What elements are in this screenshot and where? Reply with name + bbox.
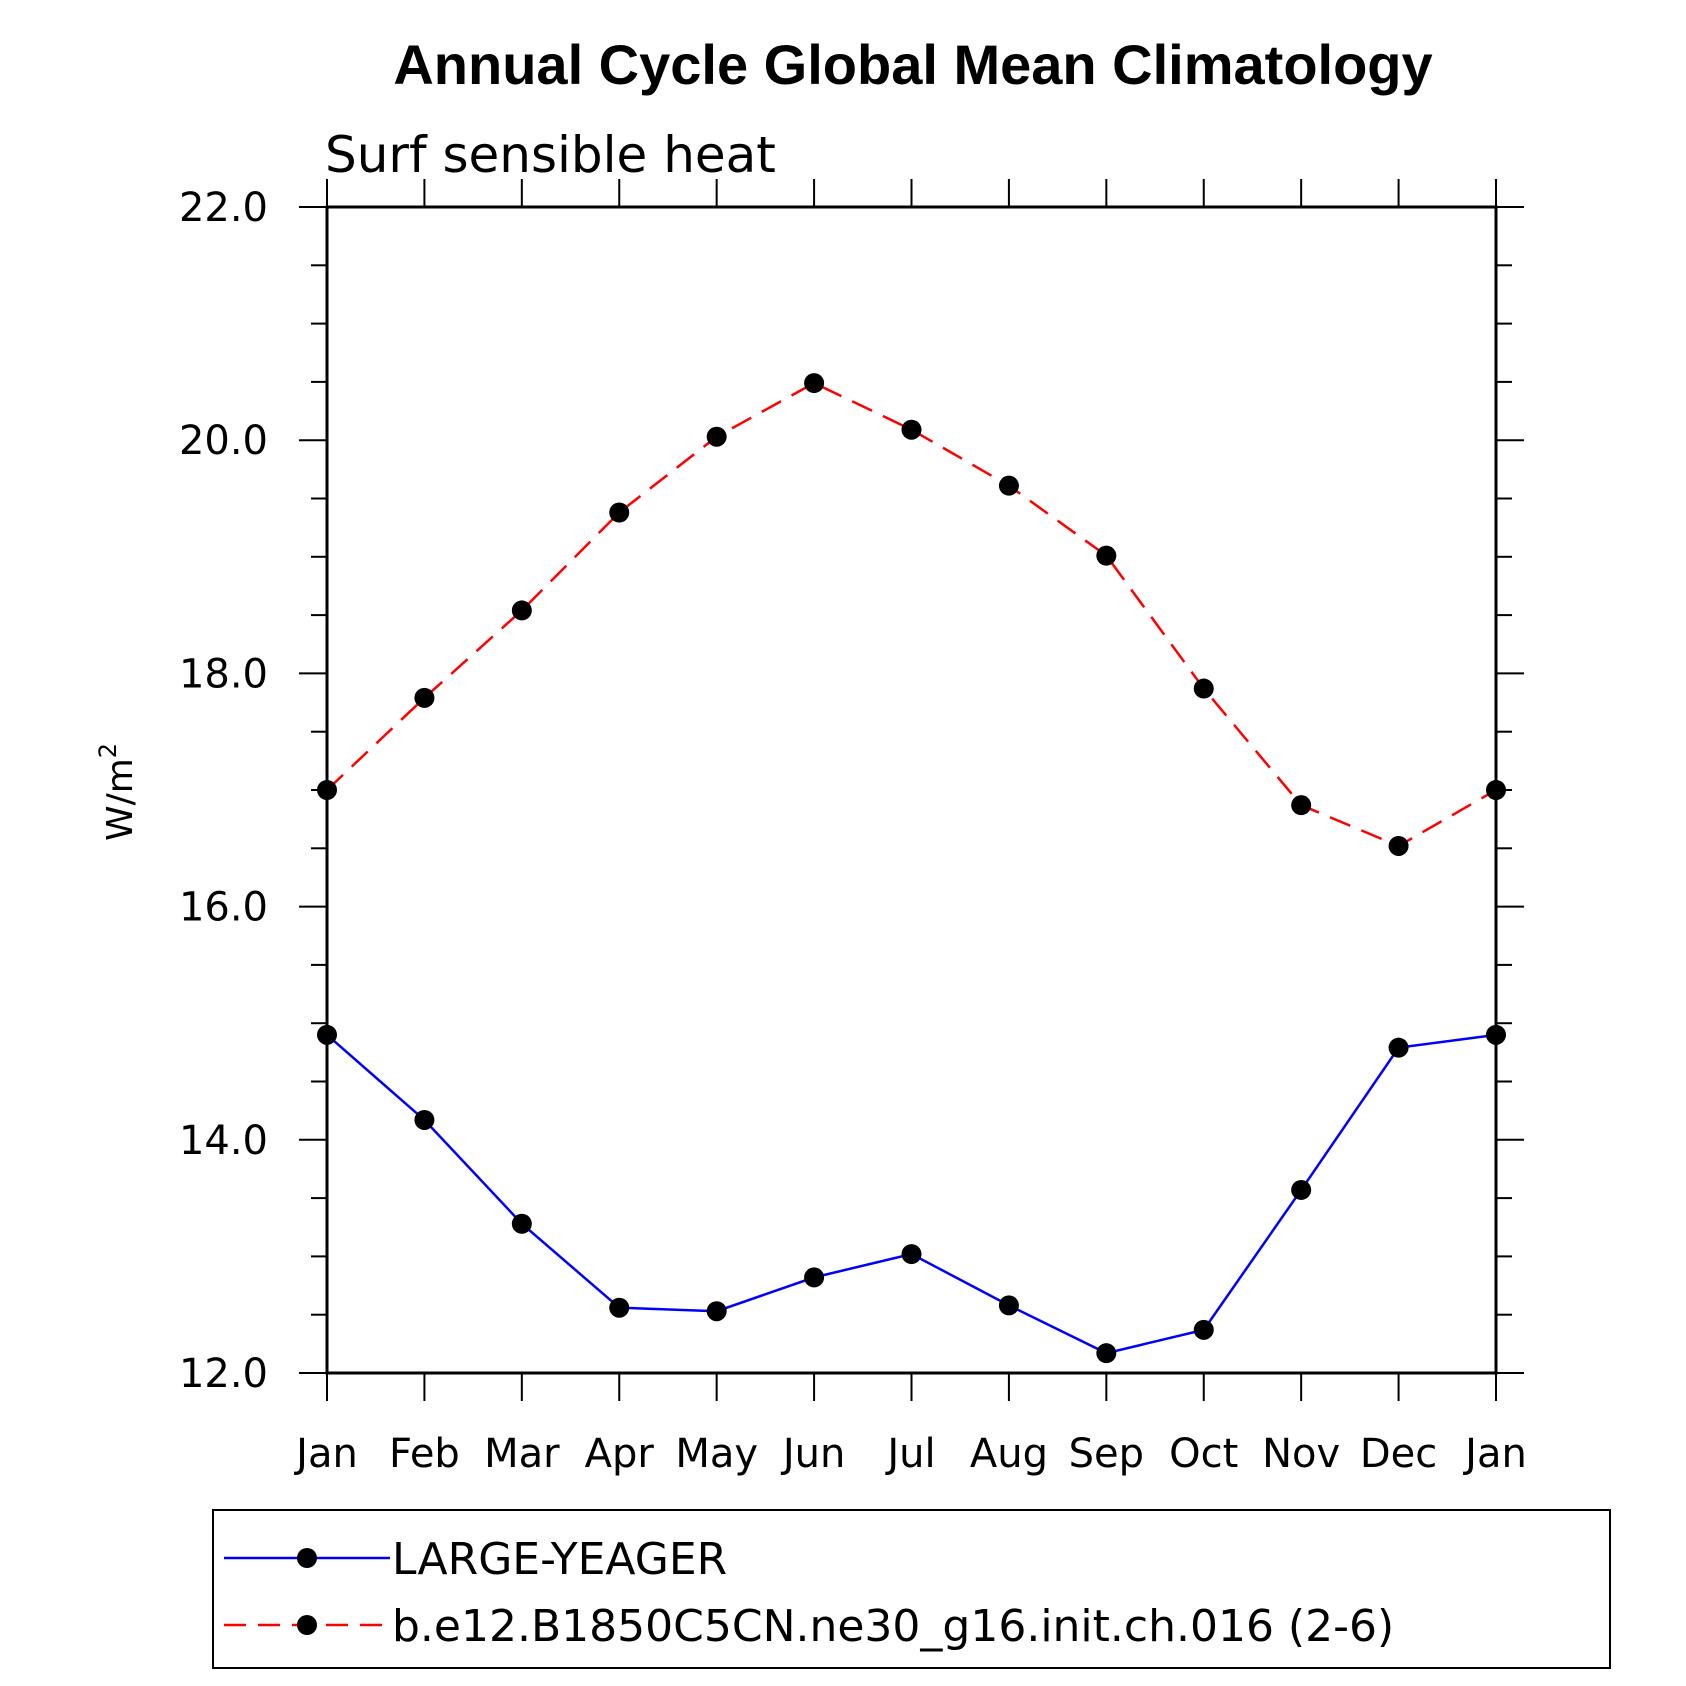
y-axis-label-base: W/m xyxy=(100,758,141,841)
x-tick-label: Jan xyxy=(1462,1431,1527,1477)
chart-title: Annual Cycle Global Mean Climatology xyxy=(393,33,1432,96)
legend: LARGE-YEAGER b.e12.B1850C5CN.ne30_g16.ini… xyxy=(212,1509,1611,1669)
series-layer xyxy=(317,373,1506,1364)
y-tick-label: 16.0 xyxy=(179,885,268,931)
y-axis-label-superscript: 2 xyxy=(94,743,122,758)
data-point xyxy=(511,1213,532,1234)
x-tick-label: Apr xyxy=(585,1431,655,1477)
legend-box xyxy=(212,1509,1611,1669)
y-tick-label: 20.0 xyxy=(179,418,268,464)
x-tick-labels: Jan Feb Mar Apr May Jun Jul Aug Sep Oct Nov Dec Jan xyxy=(293,1431,1527,1477)
data-point xyxy=(414,1109,435,1130)
x-tick-label: Oct xyxy=(1169,1431,1238,1477)
x-tick-label: Jun xyxy=(780,1431,846,1477)
data-point xyxy=(1388,835,1409,856)
data-point xyxy=(804,1267,825,1288)
y-tick-label: 18.0 xyxy=(179,651,268,697)
axis-ticks xyxy=(299,179,1524,1401)
data-point xyxy=(706,1301,727,1322)
data-point xyxy=(1486,1024,1506,1045)
data-point xyxy=(998,475,1019,496)
data-point xyxy=(1096,545,1117,566)
y-tick-label: 22.0 xyxy=(179,185,268,231)
data-point xyxy=(511,600,532,621)
data-point xyxy=(1291,1179,1312,1200)
data-point xyxy=(414,687,435,708)
y-tick-label: 14.0 xyxy=(179,1118,268,1164)
legend-label-2: b.e12.B1850C5CN.ne30_g16.init.ch.016 (2-… xyxy=(392,1601,1394,1652)
x-tick-label: May xyxy=(675,1431,758,1477)
x-tick-label: Jan xyxy=(293,1431,358,1477)
legend-label-1: LARGE-YEAGER xyxy=(392,1534,727,1585)
series-line-1 xyxy=(326,1033,1497,1355)
data-point xyxy=(901,1244,922,1265)
data-point xyxy=(1388,1037,1409,1058)
svg-text:W/m2: W/m2 xyxy=(94,743,141,841)
chart-subtitle: Surf sensible heat xyxy=(325,126,776,184)
x-tick-label: Jul xyxy=(884,1431,935,1477)
data-point xyxy=(804,373,825,394)
data-point xyxy=(317,1024,337,1045)
x-tick-label: Nov xyxy=(1262,1431,1340,1477)
data-point xyxy=(1291,795,1312,816)
x-tick-label: Feb xyxy=(389,1431,460,1477)
y-axis-label: W/m2 xyxy=(94,743,141,841)
y-tick-label: 12.0 xyxy=(179,1351,268,1397)
legend-marker xyxy=(297,1548,317,1568)
y-tick-labels: 12.0 14.0 16.0 18.0 20.0 22.0 xyxy=(179,185,268,1397)
x-tick-label: Mar xyxy=(484,1431,560,1477)
data-point xyxy=(1193,678,1214,699)
data-point xyxy=(609,1297,630,1318)
data-point xyxy=(901,419,922,440)
data-point xyxy=(998,1295,1019,1316)
data-point xyxy=(1096,1343,1117,1364)
x-tick-label: Aug xyxy=(970,1431,1048,1477)
data-point xyxy=(1486,780,1506,800)
data-point xyxy=(609,502,630,523)
x-tick-label: Dec xyxy=(1360,1431,1437,1477)
series-line-2 xyxy=(326,381,1497,848)
plot-frame xyxy=(325,205,1498,1375)
data-point xyxy=(317,780,337,800)
x-tick-label: Sep xyxy=(1069,1431,1144,1477)
data-point xyxy=(706,426,727,447)
data-point xyxy=(1193,1319,1214,1340)
legend-marker xyxy=(297,1615,317,1635)
